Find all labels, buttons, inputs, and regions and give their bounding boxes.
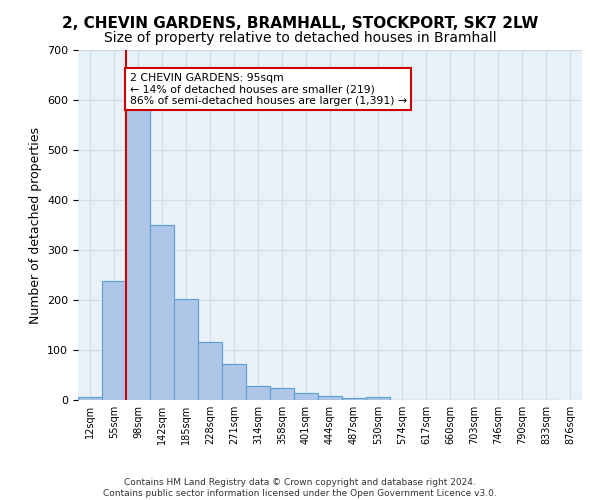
Bar: [294, 393, 318, 400]
Bar: [102, 281, 126, 400]
Bar: [126, 105, 150, 400]
Text: Contains HM Land Registry data © Crown copyright and database right 2024.
Contai: Contains HM Land Registry data © Crown c…: [103, 478, 497, 498]
Bar: [342, 398, 366, 400]
Bar: [198, 342, 222, 400]
Bar: [174, 298, 198, 400]
Bar: [318, 396, 342, 400]
Bar: [366, 396, 390, 400]
Text: 2, CHEVIN GARDENS, BRAMHALL, STOCKPORT, SK7 2LW: 2, CHEVIN GARDENS, BRAMHALL, STOCKPORT, …: [62, 16, 538, 31]
Text: Size of property relative to detached houses in Bramhall: Size of property relative to detached ho…: [104, 31, 496, 45]
Text: 2 CHEVIN GARDENS: 95sqm
← 14% of detached houses are smaller (219)
86% of semi-d: 2 CHEVIN GARDENS: 95sqm ← 14% of detache…: [130, 72, 407, 106]
Bar: [78, 396, 102, 400]
Bar: [246, 386, 270, 400]
Bar: [222, 364, 246, 400]
Y-axis label: Number of detached properties: Number of detached properties: [29, 126, 41, 324]
Bar: [270, 388, 294, 400]
Bar: [150, 225, 174, 400]
